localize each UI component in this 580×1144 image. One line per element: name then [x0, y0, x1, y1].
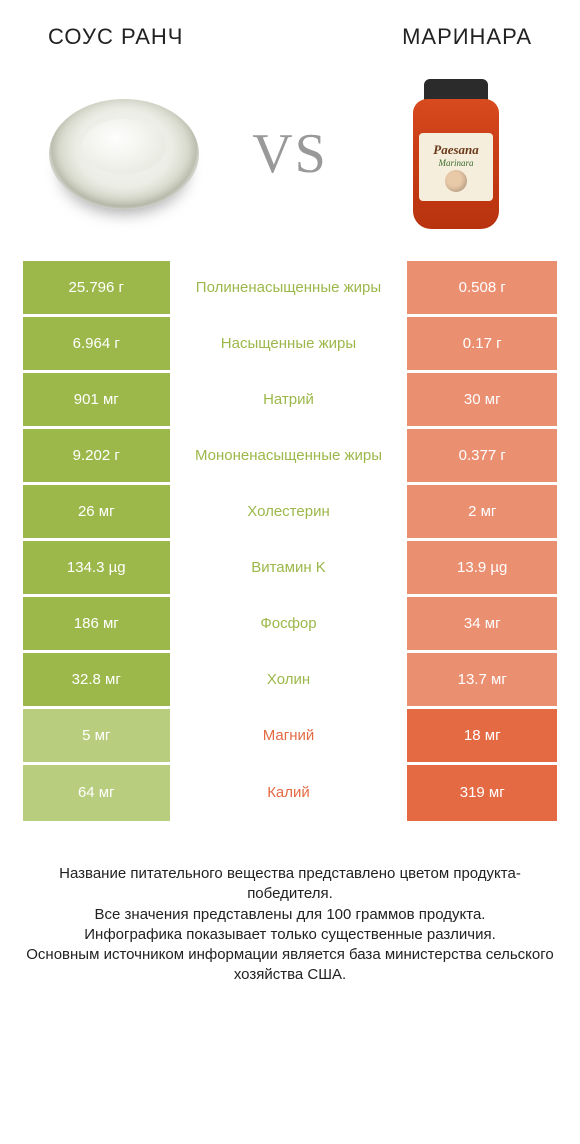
table-row: 134.3 µgВитамин K13.9 µg	[23, 541, 557, 597]
left-value: 25.796 г	[23, 261, 173, 314]
right-value: 0.377 г	[407, 429, 557, 482]
vs-label: VS	[252, 122, 328, 186]
table-row: 6.964 гНасыщенные жиры0.17 г	[23, 317, 557, 373]
nutrient-label: Холин	[173, 653, 408, 706]
images-row: VS Paesana Marinara	[0, 66, 580, 258]
left-value: 186 мг	[23, 597, 173, 650]
comparison-table: 25.796 гПолиненасыщенные жиры0.508 г6.96…	[20, 258, 560, 824]
nutrient-label: Витамин K	[173, 541, 408, 594]
jar-sub: Marinara	[438, 158, 473, 168]
nutrient-label: Магний	[173, 709, 408, 762]
footer-line: Название питательного вещества представл…	[20, 864, 560, 905]
table-row: 26 мгХолестерин2 мг	[23, 485, 557, 541]
nutrient-label: Мононенасыщенные жиры	[173, 429, 408, 482]
left-value: 901 мг	[23, 373, 173, 426]
right-value: 0.17 г	[407, 317, 557, 370]
left-product-image	[44, 74, 204, 234]
right-value: 0.508 г	[407, 261, 557, 314]
table-row: 5 мгМагний18 мг	[23, 709, 557, 765]
table-row: 901 мгНатрий30 мг	[23, 373, 557, 429]
nutrient-label: Натрий	[173, 373, 408, 426]
left-value: 26 мг	[23, 485, 173, 538]
left-product-title: СОУС РАНЧ	[48, 24, 183, 50]
ranch-bowl-icon	[49, 99, 199, 209]
table-row: 9.202 гМононенасыщенные жиры0.377 г	[23, 429, 557, 485]
left-value: 5 мг	[23, 709, 173, 762]
right-value: 319 мг	[407, 765, 557, 821]
left-value: 32.8 мг	[23, 653, 173, 706]
footer-line: Инфографика показывает только существенн…	[20, 925, 560, 945]
nutrient-label: Калий	[173, 765, 408, 821]
left-value: 9.202 г	[23, 429, 173, 482]
footer-notes: Название питательного вещества представл…	[0, 824, 580, 986]
marinara-jar-icon: Paesana Marinara	[413, 79, 499, 229]
nutrient-label: Насыщенные жиры	[173, 317, 408, 370]
nutrient-label: Полиненасыщенные жиры	[173, 261, 408, 314]
right-value: 34 мг	[407, 597, 557, 650]
table-row: 186 мгФосфор34 мг	[23, 597, 557, 653]
right-product-title: МАРИНАРА	[402, 24, 532, 50]
header: СОУС РАНЧ МАРИНАРА	[0, 0, 580, 66]
right-value: 18 мг	[407, 709, 557, 762]
nutrient-label: Фосфор	[173, 597, 408, 650]
table-row: 25.796 гПолиненасыщенные жиры0.508 г	[23, 261, 557, 317]
right-value: 30 мг	[407, 373, 557, 426]
left-value: 64 мг	[23, 765, 173, 821]
table-row: 64 мгКалий319 мг	[23, 765, 557, 821]
right-value: 2 мг	[407, 485, 557, 538]
jar-brand: Paesana	[433, 142, 479, 158]
nutrient-label: Холестерин	[173, 485, 408, 538]
footer-line: Все значения представлены для 100 граммо…	[20, 905, 560, 925]
left-value: 134.3 µg	[23, 541, 173, 594]
footer-line: Основным источником информации является …	[20, 945, 560, 986]
right-value: 13.9 µg	[407, 541, 557, 594]
right-product-image: Paesana Marinara	[376, 74, 536, 234]
right-value: 13.7 мг	[407, 653, 557, 706]
table-row: 32.8 мгХолин13.7 мг	[23, 653, 557, 709]
left-value: 6.964 г	[23, 317, 173, 370]
